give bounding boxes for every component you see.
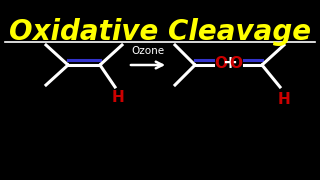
Text: Oxidative Cleavage: Oxidative Cleavage — [9, 18, 311, 46]
Text: Ozone: Ozone — [132, 46, 164, 56]
Text: O: O — [229, 55, 243, 71]
Text: H: H — [278, 91, 290, 107]
Text: H: H — [112, 91, 124, 105]
Text: +: + — [222, 54, 237, 72]
Text: O: O — [214, 55, 228, 71]
